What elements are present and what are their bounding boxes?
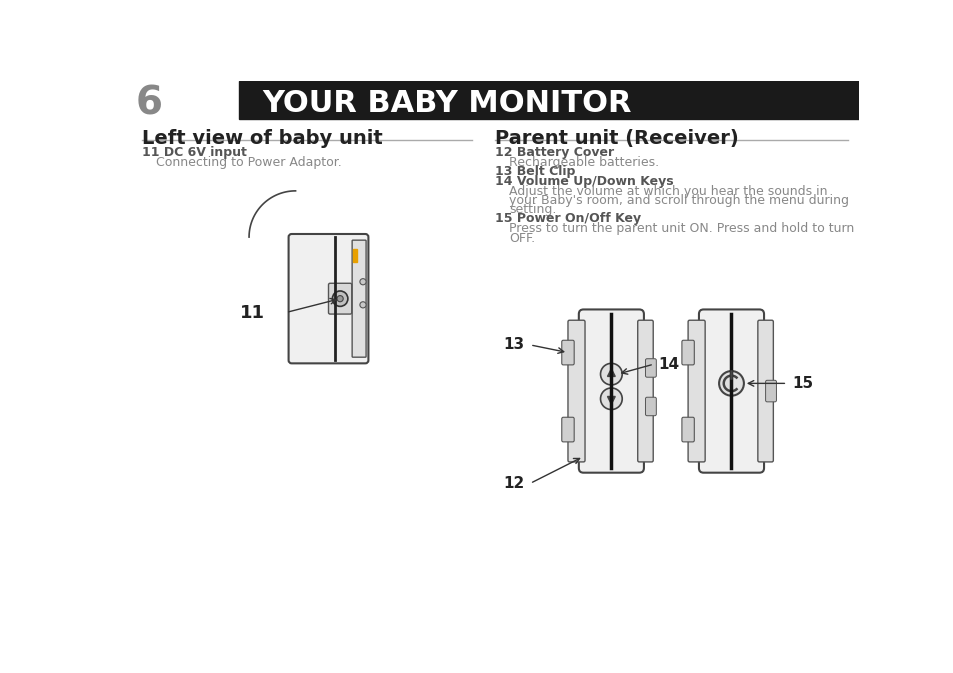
FancyBboxPatch shape bbox=[289, 234, 368, 363]
Text: 15: 15 bbox=[791, 376, 812, 391]
FancyBboxPatch shape bbox=[645, 359, 656, 377]
Polygon shape bbox=[607, 369, 615, 376]
Circle shape bbox=[599, 363, 621, 385]
Text: 15 Power On/Off Key: 15 Power On/Off Key bbox=[495, 213, 640, 225]
Text: setting.: setting. bbox=[509, 203, 556, 216]
Text: Rechargeable batteries.: Rechargeable batteries. bbox=[509, 156, 659, 169]
Circle shape bbox=[599, 388, 621, 410]
Text: 13: 13 bbox=[503, 337, 524, 353]
Text: 11: 11 bbox=[240, 304, 265, 322]
FancyBboxPatch shape bbox=[561, 417, 574, 442]
FancyBboxPatch shape bbox=[352, 240, 366, 357]
FancyBboxPatch shape bbox=[765, 380, 776, 402]
Circle shape bbox=[336, 295, 343, 302]
Text: Press to turn the parent unit ON. Press and hold to turn: Press to turn the parent unit ON. Press … bbox=[509, 223, 854, 236]
Circle shape bbox=[332, 291, 348, 306]
FancyBboxPatch shape bbox=[687, 320, 704, 462]
Text: OFF.: OFF. bbox=[509, 232, 535, 245]
Text: Connecting to Power Adaptor.: Connecting to Power Adaptor. bbox=[156, 156, 342, 169]
Circle shape bbox=[359, 302, 366, 308]
Text: Left view of baby unit: Left view of baby unit bbox=[142, 129, 383, 148]
Text: 14 Volume Up/Down Keys: 14 Volume Up/Down Keys bbox=[495, 175, 673, 188]
FancyBboxPatch shape bbox=[561, 341, 574, 365]
Text: 6: 6 bbox=[135, 85, 162, 123]
Text: 13 Belt Clip: 13 Belt Clip bbox=[495, 166, 575, 178]
Text: 12 Battery Cover: 12 Battery Cover bbox=[495, 146, 614, 160]
Bar bbox=[353, 250, 356, 262]
Text: Parent unit (Receiver): Parent unit (Receiver) bbox=[495, 129, 739, 148]
Text: YOUR BABY MONITOR: YOUR BABY MONITOR bbox=[262, 90, 632, 118]
FancyBboxPatch shape bbox=[699, 310, 763, 472]
Text: your Baby's room, and scroll through the menu during: your Baby's room, and scroll through the… bbox=[509, 194, 848, 207]
FancyBboxPatch shape bbox=[681, 341, 694, 365]
Text: Adjust the volume at which you hear the sounds in: Adjust the volume at which you hear the … bbox=[509, 184, 826, 198]
Text: 14: 14 bbox=[658, 357, 679, 371]
Text: 12: 12 bbox=[503, 476, 524, 491]
Circle shape bbox=[359, 279, 366, 285]
FancyBboxPatch shape bbox=[681, 417, 694, 442]
FancyBboxPatch shape bbox=[757, 320, 773, 462]
FancyBboxPatch shape bbox=[567, 320, 584, 462]
FancyBboxPatch shape bbox=[328, 283, 352, 314]
Bar bbox=[239, 81, 858, 119]
FancyBboxPatch shape bbox=[637, 320, 653, 462]
FancyBboxPatch shape bbox=[578, 310, 643, 472]
Polygon shape bbox=[607, 396, 615, 404]
FancyBboxPatch shape bbox=[645, 397, 656, 416]
Circle shape bbox=[719, 371, 743, 396]
Text: 11 DC 6V input: 11 DC 6V input bbox=[142, 146, 247, 160]
